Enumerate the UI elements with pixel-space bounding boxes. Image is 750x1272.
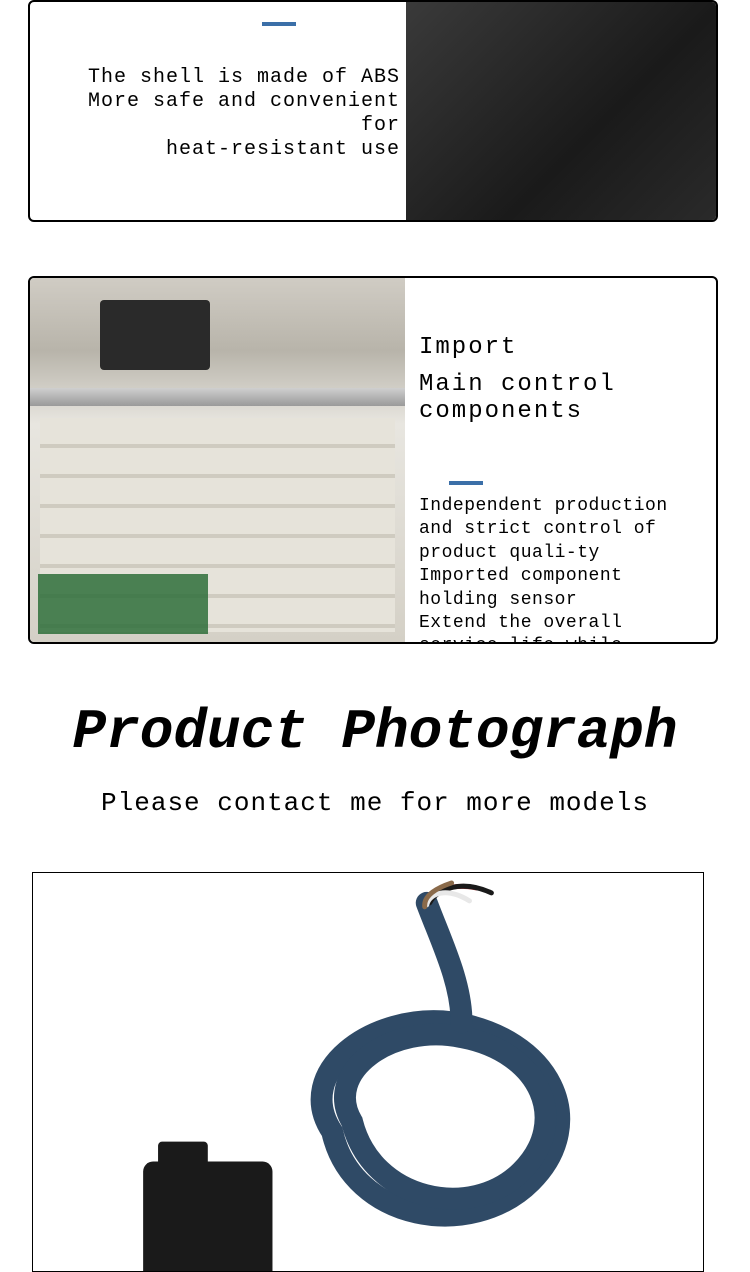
section-heading: Product Photograph [0,700,750,764]
accent-divider [449,481,483,485]
machine-rail-shape [30,388,405,406]
desc-line: Imported component holding sensor [419,566,622,609]
feature-card-main-control: Import Main control components Independe… [28,276,718,644]
product-photograph-card [32,872,704,1272]
feature-description: Independent production and strict contro… [419,495,702,644]
desc-line: The shell is made of ABS [70,66,400,90]
feature-title: Import [419,334,702,361]
desc-line: ty [577,543,600,563]
section-subheading: Please contact me for more models [0,788,750,818]
desc-line: More safe and convenient for [70,90,400,138]
desc-line: heat-resistant use [70,138,400,162]
product-cable-illustration [33,873,703,1271]
product-photo-placeholder [30,278,405,642]
accent-divider [262,22,296,26]
machine-head-shape [100,300,210,370]
desc-line: Independent production and strict contro… [419,496,668,563]
feature-card-abs-shell: The shell is made of ABS More safe and c… [28,0,718,222]
product-photo-placeholder [406,2,716,220]
pcb-shape [38,574,208,634]
feature-text-area: Import Main control components Independe… [405,278,716,642]
section-heading-block: Product Photograph Please contact me for… [0,700,750,818]
feature-text-area: The shell is made of ABS More safe and c… [30,2,410,220]
desc-line: Extend the overall service life while ma… [419,613,656,644]
feature-title: Main control components [419,371,702,425]
feature-description: The shell is made of ABS More safe and c… [30,66,410,162]
